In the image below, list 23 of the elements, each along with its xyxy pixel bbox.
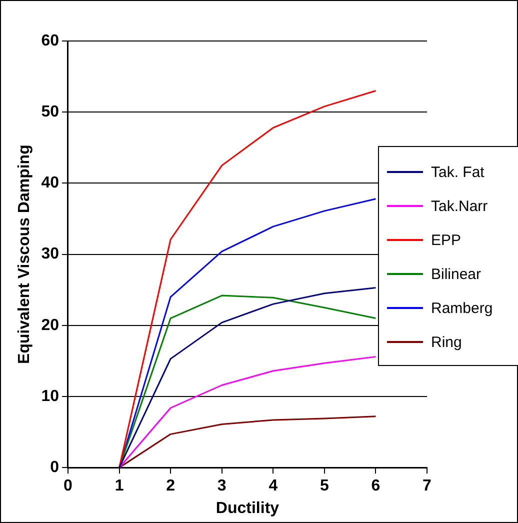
x-tick-label: 6 [371, 478, 380, 495]
y-axis-title: Equivalent Viscous Damping [16, 144, 34, 364]
legend-label: EPP [431, 232, 462, 248]
x-axis-title: Ductility [216, 500, 280, 517]
y-tick-label: 10 [41, 388, 60, 405]
x-tick-label: 1 [114, 478, 124, 495]
legend-label: Tak.Narr [431, 198, 488, 214]
x-tick-label: 0 [64, 478, 73, 495]
x-tick-label: 7 [422, 478, 432, 495]
y-tick-label: 0 [50, 459, 60, 476]
y-tick-label: 60 [41, 32, 60, 50]
x-tick-label: 5 [320, 478, 329, 495]
legend-label: Ring [431, 334, 462, 350]
x-tick-label: 2 [166, 478, 176, 495]
y-tick-label: 30 [41, 246, 60, 263]
y-tick-label: 20 [41, 316, 60, 334]
y-tick-label: 50 [41, 104, 60, 121]
legend-label: Bilinear [431, 266, 482, 282]
x-tick-label: 4 [268, 478, 278, 495]
x-tick-label: 3 [217, 478, 226, 495]
y-tick-label: 40 [41, 174, 60, 192]
legend-label: Ramberg [431, 300, 493, 316]
legend-label: Tak. Fat [431, 164, 484, 180]
